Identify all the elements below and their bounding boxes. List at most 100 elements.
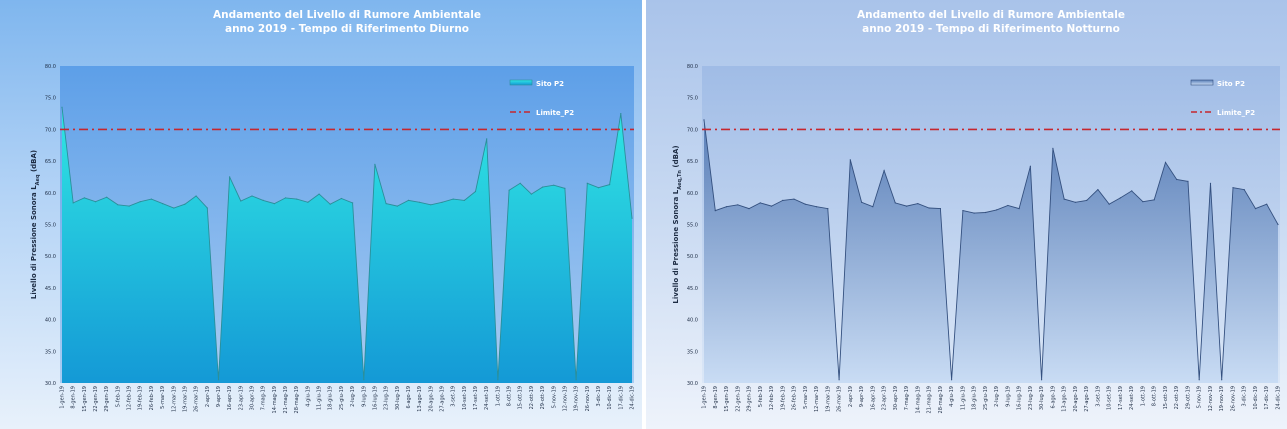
data-point <box>883 170 885 172</box>
data-point <box>906 205 908 207</box>
data-point <box>1164 161 1167 163</box>
x-tick-label: 12-mar-19 <box>171 386 177 412</box>
x-tick-label: 5-nov-19 <box>551 386 557 408</box>
data-point <box>251 195 253 197</box>
x-tick-label: 23-lug-19 <box>384 386 390 410</box>
x-tick-label: 15-ott-19 <box>518 386 524 409</box>
data-point <box>385 203 387 205</box>
data-point <box>262 199 264 201</box>
x-tick-label: 6-ago-19 <box>1050 386 1056 409</box>
x-tick-label: 6-ago-19 <box>406 386 412 409</box>
data-point <box>804 203 806 205</box>
data-point <box>352 202 354 204</box>
data-point <box>61 106 63 108</box>
data-point <box>407 199 410 201</box>
x-tick-label: 9-lug-19 <box>361 386 367 407</box>
chart-panel-notturno: Andamento del Livello di Rumore Ambienta… <box>646 0 1287 429</box>
y-tick-label: 30.0 <box>687 381 698 387</box>
data-point <box>575 379 577 381</box>
x-tick-label: 9-apr-19 <box>859 386 865 407</box>
data-point <box>1029 165 1031 167</box>
chart-title: Andamento del Livello di Rumore Ambienta… <box>857 9 1125 21</box>
data-point <box>984 211 986 214</box>
x-tick-label: 27-ago-19 <box>440 386 446 412</box>
data-point <box>519 182 521 184</box>
legend-swatch-sito-p2 <box>509 79 533 86</box>
y-tick-label: 50.0 <box>687 254 698 260</box>
x-tick-label: 11-giu-19 <box>960 386 966 410</box>
x-tick-label: 20-ago-19 <box>428 386 434 412</box>
x-tick-label: 30-apr-19 <box>250 386 256 410</box>
y-tick-label: 70.0 <box>45 127 56 133</box>
chart-notturno: Andamento del Livello di Rumore Ambienta… <box>672 9 1282 413</box>
series-area-sito-p2 <box>704 119 1278 384</box>
data-point <box>939 208 941 210</box>
data-point <box>973 212 975 214</box>
data-point <box>318 193 320 195</box>
data-point <box>725 206 728 208</box>
y-tick-label: 65.0 <box>45 159 56 165</box>
y-axis-title: Livello di Pressione Sonora LAeq,Tn (dBA… <box>672 145 683 303</box>
chart-title: Andamento del Livello di Rumore Ambienta… <box>213 9 481 21</box>
x-tick-label: 18-giu-19 <box>972 386 978 410</box>
x-tick-label: 15-gen-19 <box>82 386 88 412</box>
x-tick-label: 26-nov-19 <box>585 386 591 411</box>
y-tick-label: 55.0 <box>45 223 56 229</box>
data-point <box>1142 201 1144 203</box>
x-tick-label: 29-gen-19 <box>747 386 753 412</box>
x-tick-label: 21-mag-19 <box>283 386 289 413</box>
y-tick-label: 80.0 <box>687 64 698 70</box>
x-tick-label: 20-ago-19 <box>1073 386 1079 412</box>
x-tick-label: 3-set-19 <box>1095 386 1101 407</box>
x-tick-label: 22-gen-19 <box>735 386 741 412</box>
data-point <box>872 206 874 208</box>
x-tick-label: 10-dic-19 <box>607 386 613 410</box>
data-point <box>631 217 633 219</box>
y-tick-label: 35.0 <box>45 349 56 355</box>
data-point <box>83 197 85 199</box>
data-point <box>1187 180 1189 182</box>
data-point <box>296 198 298 200</box>
x-tick-label: 24-dic-19 <box>630 386 636 410</box>
data-point <box>597 187 600 189</box>
data-point <box>474 190 477 193</box>
legend-label-sito-p2: Sito P2 <box>536 80 564 88</box>
data-point <box>463 199 465 201</box>
data-point <box>441 201 443 203</box>
data-point <box>1119 197 1121 199</box>
data-point <box>1243 189 1245 191</box>
x-tick-label: 8-gen-19 <box>71 386 77 409</box>
data-point <box>486 138 488 140</box>
x-tick-label: 23-apr-19 <box>882 386 888 410</box>
x-tick-label: 19-mar-19 <box>825 386 831 412</box>
data-point <box>396 205 398 207</box>
x-tick-label: 28-mag-19 <box>938 386 944 413</box>
data-point <box>106 196 108 198</box>
chart-diurno: Andamento del Livello di Rumore Ambienta… <box>30 9 636 413</box>
x-tick-label: 3-set-19 <box>451 386 457 407</box>
chart-subtitle: anno 2019 - Tempo di Riferimento Notturn… <box>862 23 1120 35</box>
x-tick-label: 19-nov-19 <box>574 386 580 411</box>
data-point <box>1086 199 1088 201</box>
data-point <box>452 198 454 200</box>
x-tick-label: 19-feb-19 <box>780 386 786 410</box>
x-tick-label: 18-giu-19 <box>328 386 334 410</box>
x-tick-label: 12-nov-19 <box>562 386 568 411</box>
x-tick-label: 26-feb-19 <box>792 386 798 410</box>
x-tick-label: 16-apr-19 <box>870 386 876 410</box>
x-tick-label: 15-ott-19 <box>1163 386 1169 409</box>
legend-swatch-sito-p2 <box>1190 79 1214 86</box>
data-point <box>1266 203 1268 205</box>
data-point <box>564 187 566 189</box>
x-tick-label: 19-feb-19 <box>138 386 144 410</box>
x-tick-label: 14-mag-19 <box>272 386 278 413</box>
data-point <box>553 184 555 186</box>
x-tick-label: 2-lug-19 <box>350 386 356 407</box>
data-point <box>1277 223 1279 226</box>
x-tick-label: 22-ott-19 <box>529 386 535 409</box>
x-tick-label: 2-apr-19 <box>848 386 854 407</box>
legend-label-limite-p2: Limite_P2 <box>536 109 574 117</box>
x-tick-label: 17-set-19 <box>473 386 479 410</box>
y-tick-label: 55.0 <box>687 223 698 229</box>
x-tick-label: 1-ott-19 <box>495 386 501 406</box>
